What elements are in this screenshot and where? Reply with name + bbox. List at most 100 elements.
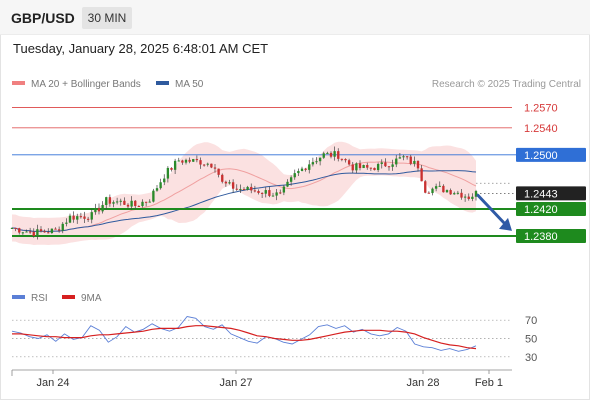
candle-body [199,160,202,165]
candle-body [333,151,336,157]
level-1-2380: 1.2380 [12,229,586,244]
candle-body [402,156,405,158]
candle-body [282,186,286,193]
candle-body [76,216,79,220]
candle-body [101,205,104,212]
candle-body [170,167,173,170]
candle-body [224,181,228,184]
candle-body [326,152,329,154]
candle-body [315,161,318,163]
candle-body [163,178,166,183]
last-price-tag [516,186,586,201]
level-1-2570: 1.2570 [12,102,558,114]
candle-body [355,163,358,171]
candle-body [453,193,456,195]
candle-body [427,192,431,194]
rsi-9ma-line [12,325,477,350]
candle-body [221,174,224,182]
candle-body [39,229,43,232]
legend-rsi-label: RSI [31,293,48,304]
candle-body [36,229,39,237]
candle-body [61,223,64,231]
candle-body [86,218,90,220]
research-credit: Research © 2025 Trading Central [431,79,581,90]
candle-body [366,165,369,168]
candle-body [166,167,170,179]
candle-body [148,201,151,203]
legend-bollinger-label: MA 20 + Bollinger Bands [31,79,141,90]
candle-body [409,156,412,164]
candle-body [424,181,427,193]
rsi-line [11,316,477,352]
candle-body [438,185,441,187]
candle-body [108,197,112,204]
candle-body [54,228,57,230]
candle-body [105,197,108,206]
candle-body [50,228,54,234]
legend-bollinger-swatch [12,81,25,86]
candle-body [463,196,467,198]
legend-ma50-swatch [156,81,169,86]
candle-body [79,216,83,218]
legend-bollinger: MA 20 + Bollinger Bands [12,79,141,90]
candle-body [57,229,61,231]
support-tag [516,201,586,216]
candle-body [246,186,249,190]
candle-body [304,168,307,170]
candle-body [242,189,246,191]
candle-body [97,208,101,212]
x-tick-label: Jan 24 [36,377,69,389]
candle-body [141,201,144,207]
candle-body [159,182,162,189]
candle-body [231,182,235,189]
candle-body [275,192,278,196]
candle-body [311,162,315,165]
candle-body [387,166,391,168]
timeframe-button[interactable]: 30 MIN [82,7,132,29]
x-tick-label: Jan 28 [406,377,439,389]
candle-body [90,212,93,220]
rsi-tick-50: 50 [525,334,537,346]
candle-body [123,200,126,205]
candle-body [474,191,478,197]
candle-body [384,162,387,167]
resistance-label: 1.2540 [524,123,558,135]
forecast-arrow-shaft [476,193,506,225]
candle-body [380,162,383,164]
support-label: 1.2380 [524,231,558,243]
candle-body [32,231,35,237]
support-tag [516,229,586,244]
candle-body [195,159,199,161]
candle-body [210,163,213,168]
candle-body [235,188,238,190]
candle-body [293,173,296,178]
x-tick-label: Jan 27 [219,377,252,389]
candle-body [112,202,115,204]
candle-body [362,165,365,169]
legend-9ma-label: 9MA [81,293,102,304]
candle-body [308,164,311,170]
candle-body [279,192,282,194]
forecast-arrow-head [499,217,512,231]
candle-body [119,200,122,202]
forecast-arrow [476,193,512,231]
candle-body [10,227,14,229]
candle-body [460,192,463,198]
candle-body [188,159,191,162]
legend-rsi-swatch [12,295,25,300]
candle-body [456,192,460,194]
candle-body [289,177,293,182]
legend-ma50: MA 50 [156,79,203,90]
resistance-label: 1.2570 [524,102,558,114]
x-tick-label: Feb 1 [475,377,503,389]
candle-body [391,164,394,167]
level-1-2443: 1.2443 [476,186,586,201]
candle-body [250,186,253,191]
candle-body [286,181,289,187]
candle-body [300,168,304,171]
candle-body [268,190,271,196]
candle-body [213,167,217,169]
rsi-tick-70: 70 [525,315,537,327]
candle-body [398,157,402,159]
